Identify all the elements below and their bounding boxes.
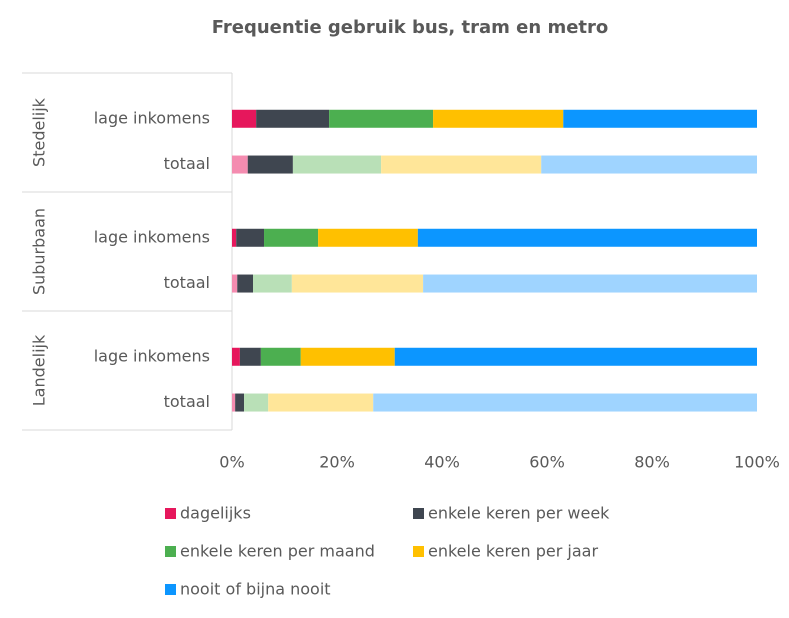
category-label: totaal	[164, 392, 210, 411]
bar-segment	[232, 155, 248, 174]
bar-segment	[300, 347, 395, 366]
legend-swatch	[413, 508, 424, 519]
bar-segment	[563, 109, 757, 128]
category-label: lage inkomens	[94, 108, 210, 127]
group-label: Stedelijk	[30, 97, 49, 167]
bar-segment	[244, 393, 269, 412]
category-label: lage inkomens	[94, 346, 210, 365]
bar-segment	[237, 274, 253, 293]
x-tick-label: 0%	[219, 453, 244, 472]
bar-segment	[247, 155, 293, 174]
bar-segment	[253, 274, 292, 293]
bar-segment	[417, 228, 757, 247]
legend-label: nooit of bijna nooit	[180, 580, 331, 599]
group-label: Landelijk	[30, 334, 49, 406]
bar-segment	[318, 228, 418, 247]
x-tick-label: 100%	[734, 453, 780, 472]
legend-swatch	[165, 508, 176, 519]
chart-title: Frequentie gebruik bus, tram en metro	[212, 17, 609, 38]
bar-segment	[329, 109, 434, 128]
bar-segment	[268, 393, 374, 412]
x-tick-label: 80%	[634, 453, 670, 472]
bar-segment	[381, 155, 542, 174]
bar-segment	[433, 109, 564, 128]
bar-segment	[236, 228, 265, 247]
legend-swatch	[413, 546, 424, 557]
category-label: totaal	[164, 273, 210, 292]
bar-segment	[541, 155, 757, 174]
x-tick-label: 20%	[319, 453, 355, 472]
x-tick-label: 60%	[529, 453, 565, 472]
bar-segment	[291, 274, 424, 293]
legend-swatch	[165, 584, 176, 595]
legend-label: enkele keren per week	[428, 504, 610, 523]
bar-segment	[260, 347, 301, 366]
bar-segment	[423, 274, 757, 293]
bar-segment	[373, 393, 757, 412]
group-label: Suburbaan	[30, 208, 49, 295]
legend-label: enkele keren per jaar	[428, 542, 598, 561]
legend-label: dagelijks	[180, 504, 251, 523]
category-label: totaal	[164, 154, 210, 173]
bar-segment	[235, 393, 245, 412]
bar-segment	[232, 347, 240, 366]
bar-segment	[264, 228, 319, 247]
bar-segment	[232, 393, 236, 412]
bar-segment	[232, 109, 257, 128]
legend-swatch	[165, 546, 176, 557]
category-label: lage inkomens	[94, 227, 210, 246]
bar-segment	[239, 347, 261, 366]
legend-label: enkele keren per maand	[180, 542, 375, 561]
x-tick-label: 40%	[424, 453, 460, 472]
bar-segment	[232, 274, 238, 293]
bar-segment	[292, 155, 382, 174]
bar-segment	[394, 347, 757, 366]
bar-segment	[256, 109, 330, 128]
bar-segment	[232, 228, 237, 247]
